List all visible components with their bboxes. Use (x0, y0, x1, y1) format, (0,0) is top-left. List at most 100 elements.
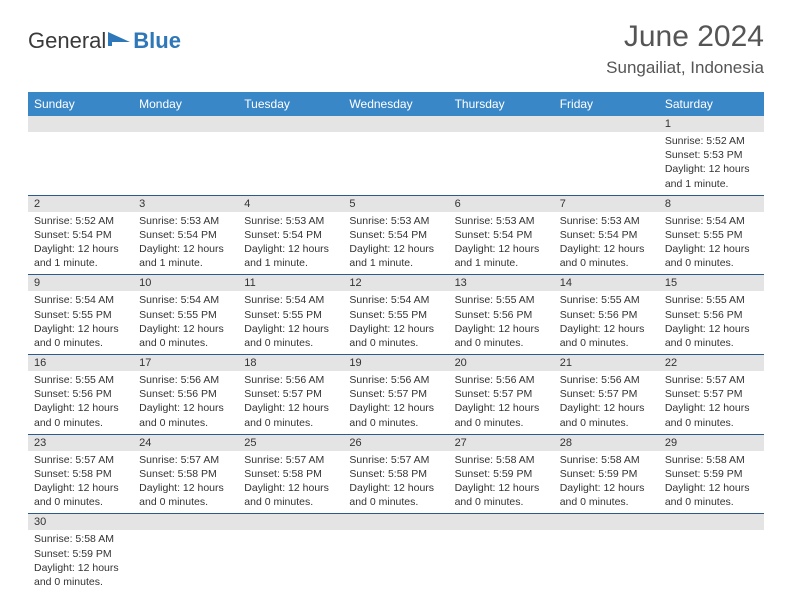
day-number (133, 116, 238, 132)
calendar-week: 30Sunrise: 5:58 AMSunset: 5:59 PMDayligh… (28, 514, 764, 593)
calendar-day: 1Sunrise: 5:52 AMSunset: 5:53 PMDaylight… (659, 116, 764, 195)
calendar-day: 23Sunrise: 5:57 AMSunset: 5:58 PMDayligh… (28, 434, 133, 514)
day-content: Sunrise: 5:53 AMSunset: 5:54 PMDaylight:… (343, 212, 448, 275)
calendar-day (238, 514, 343, 593)
day-number: 12 (343, 275, 448, 291)
logo-text-1: General (28, 28, 106, 54)
calendar-week: 9Sunrise: 5:54 AMSunset: 5:55 PMDaylight… (28, 275, 764, 355)
calendar-day: 24Sunrise: 5:57 AMSunset: 5:58 PMDayligh… (133, 434, 238, 514)
day-content (554, 132, 659, 138)
calendar-day: 11Sunrise: 5:54 AMSunset: 5:55 PMDayligh… (238, 275, 343, 355)
day-content: Sunrise: 5:53 AMSunset: 5:54 PMDaylight:… (238, 212, 343, 275)
day-content: Sunrise: 5:58 AMSunset: 5:59 PMDaylight:… (28, 530, 133, 593)
day-number: 6 (449, 196, 554, 212)
day-header: Sunday (28, 92, 133, 116)
day-number: 26 (343, 435, 448, 451)
title-block: June 2024 Sungailiat, Indonesia (606, 20, 764, 78)
calendar-day: 14Sunrise: 5:55 AMSunset: 5:56 PMDayligh… (554, 275, 659, 355)
calendar-day: 28Sunrise: 5:58 AMSunset: 5:59 PMDayligh… (554, 434, 659, 514)
day-number: 28 (554, 435, 659, 451)
day-content (133, 132, 238, 138)
calendar-day: 17Sunrise: 5:56 AMSunset: 5:56 PMDayligh… (133, 355, 238, 435)
day-header: Wednesday (343, 92, 448, 116)
calendar-day: 29Sunrise: 5:58 AMSunset: 5:59 PMDayligh… (659, 434, 764, 514)
calendar-week: 1Sunrise: 5:52 AMSunset: 5:53 PMDaylight… (28, 116, 764, 195)
calendar-day (449, 514, 554, 593)
day-content (554, 530, 659, 536)
day-content: Sunrise: 5:54 AMSunset: 5:55 PMDaylight:… (133, 291, 238, 354)
calendar-day: 5Sunrise: 5:53 AMSunset: 5:54 PMDaylight… (343, 195, 448, 275)
day-content: Sunrise: 5:55 AMSunset: 5:56 PMDaylight:… (28, 371, 133, 434)
logo-text-2: Blue (133, 28, 181, 54)
day-content: Sunrise: 5:57 AMSunset: 5:58 PMDaylight:… (133, 451, 238, 514)
day-number: 9 (28, 275, 133, 291)
day-number: 25 (238, 435, 343, 451)
calendar-week: 2Sunrise: 5:52 AMSunset: 5:54 PMDaylight… (28, 195, 764, 275)
day-number: 29 (659, 435, 764, 451)
day-number: 10 (133, 275, 238, 291)
day-number: 21 (554, 355, 659, 371)
calendar-day: 22Sunrise: 5:57 AMSunset: 5:57 PMDayligh… (659, 355, 764, 435)
day-content (238, 530, 343, 536)
location: Sungailiat, Indonesia (606, 58, 764, 78)
day-number: 3 (133, 196, 238, 212)
calendar-day: 7Sunrise: 5:53 AMSunset: 5:54 PMDaylight… (554, 195, 659, 275)
calendar-day: 4Sunrise: 5:53 AMSunset: 5:54 PMDaylight… (238, 195, 343, 275)
day-number: 27 (449, 435, 554, 451)
day-header: Tuesday (238, 92, 343, 116)
day-content: Sunrise: 5:56 AMSunset: 5:57 PMDaylight:… (449, 371, 554, 434)
day-number: 19 (343, 355, 448, 371)
day-number: 16 (28, 355, 133, 371)
day-number: 15 (659, 275, 764, 291)
day-content: Sunrise: 5:57 AMSunset: 5:58 PMDaylight:… (343, 451, 448, 514)
calendar-day (449, 116, 554, 195)
day-content: Sunrise: 5:56 AMSunset: 5:57 PMDaylight:… (343, 371, 448, 434)
day-number: 24 (133, 435, 238, 451)
day-number (133, 514, 238, 530)
calendar-day: 26Sunrise: 5:57 AMSunset: 5:58 PMDayligh… (343, 434, 448, 514)
calendar-day: 3Sunrise: 5:53 AMSunset: 5:54 PMDaylight… (133, 195, 238, 275)
calendar-week: 23Sunrise: 5:57 AMSunset: 5:58 PMDayligh… (28, 434, 764, 514)
day-content: Sunrise: 5:54 AMSunset: 5:55 PMDaylight:… (659, 212, 764, 275)
day-content: Sunrise: 5:56 AMSunset: 5:57 PMDaylight:… (238, 371, 343, 434)
day-content (238, 132, 343, 138)
calendar-day: 6Sunrise: 5:53 AMSunset: 5:54 PMDaylight… (449, 195, 554, 275)
day-number: 17 (133, 355, 238, 371)
logo: General Blue (28, 20, 181, 54)
day-content (449, 132, 554, 138)
calendar-day (343, 116, 448, 195)
day-number: 4 (238, 196, 343, 212)
header: General Blue June 2024 Sungailiat, Indon… (28, 20, 764, 78)
calendar-day: 12Sunrise: 5:54 AMSunset: 5:55 PMDayligh… (343, 275, 448, 355)
day-content: Sunrise: 5:55 AMSunset: 5:56 PMDaylight:… (554, 291, 659, 354)
day-content: Sunrise: 5:54 AMSunset: 5:55 PMDaylight:… (238, 291, 343, 354)
day-header: Monday (133, 92, 238, 116)
calendar-day: 19Sunrise: 5:56 AMSunset: 5:57 PMDayligh… (343, 355, 448, 435)
calendar-table: SundayMondayTuesdayWednesdayThursdayFrid… (28, 92, 764, 593)
calendar-day: 20Sunrise: 5:56 AMSunset: 5:57 PMDayligh… (449, 355, 554, 435)
day-content (133, 530, 238, 536)
calendar-day (554, 116, 659, 195)
day-header-row: SundayMondayTuesdayWednesdayThursdayFrid… (28, 92, 764, 116)
day-number (554, 514, 659, 530)
day-content: Sunrise: 5:53 AMSunset: 5:54 PMDaylight:… (133, 212, 238, 275)
day-number (449, 514, 554, 530)
calendar-day: 30Sunrise: 5:58 AMSunset: 5:59 PMDayligh… (28, 514, 133, 593)
day-number: 11 (238, 275, 343, 291)
day-content: Sunrise: 5:54 AMSunset: 5:55 PMDaylight:… (28, 291, 133, 354)
calendar-day: 21Sunrise: 5:56 AMSunset: 5:57 PMDayligh… (554, 355, 659, 435)
day-content: Sunrise: 5:56 AMSunset: 5:57 PMDaylight:… (554, 371, 659, 434)
day-number: 8 (659, 196, 764, 212)
day-content (28, 132, 133, 138)
month-title: June 2024 (606, 20, 764, 54)
calendar-week: 16Sunrise: 5:55 AMSunset: 5:56 PMDayligh… (28, 355, 764, 435)
day-number (449, 116, 554, 132)
flag-icon (108, 28, 132, 54)
day-content: Sunrise: 5:58 AMSunset: 5:59 PMDaylight:… (554, 451, 659, 514)
day-header: Saturday (659, 92, 764, 116)
day-content (449, 530, 554, 536)
day-content: Sunrise: 5:53 AMSunset: 5:54 PMDaylight:… (449, 212, 554, 275)
day-number: 2 (28, 196, 133, 212)
day-number: 13 (449, 275, 554, 291)
calendar-day (659, 514, 764, 593)
